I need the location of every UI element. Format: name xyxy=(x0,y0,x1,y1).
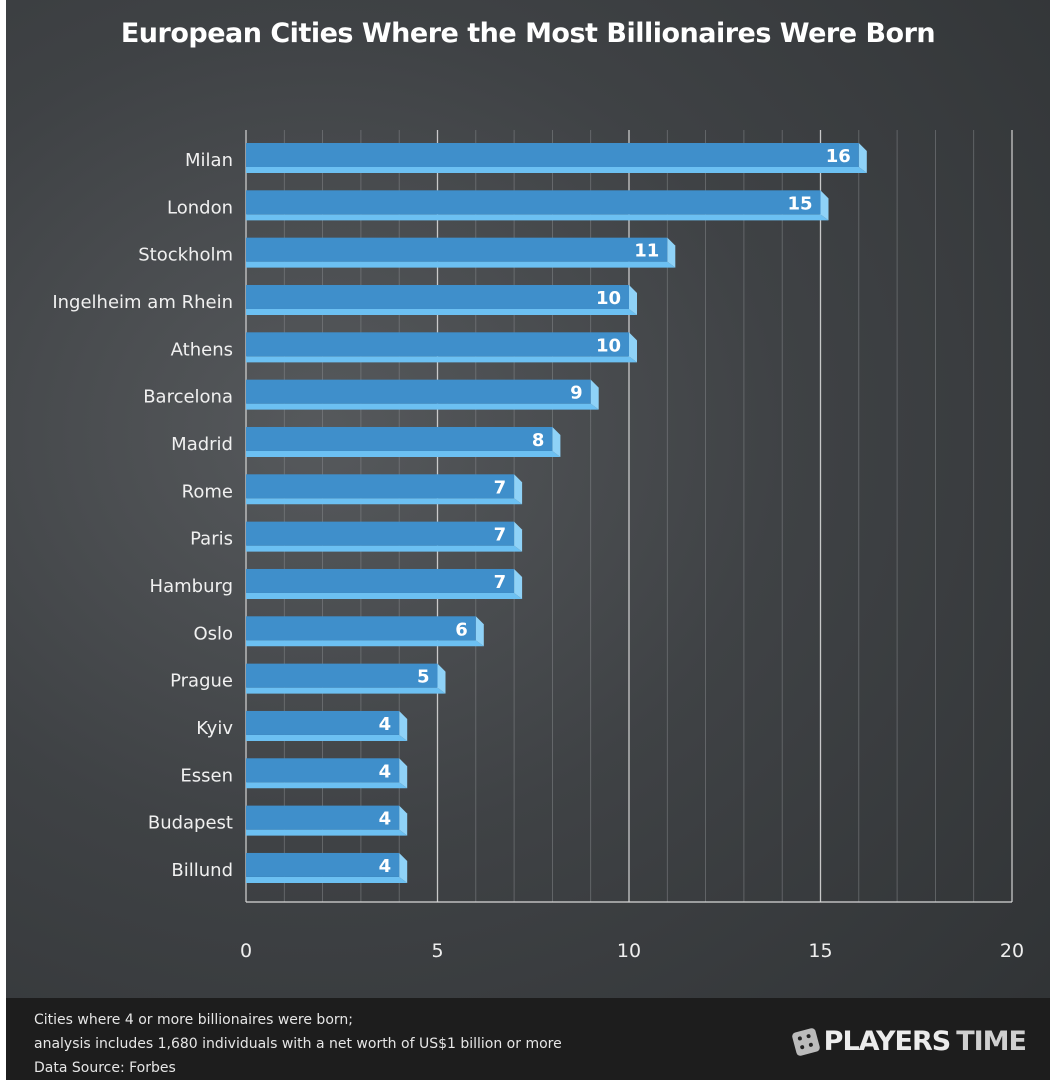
bar xyxy=(246,805,400,830)
category-label: Billund xyxy=(171,860,233,881)
bar xyxy=(246,568,515,593)
category-label: London xyxy=(167,197,233,218)
bar-bottom-face xyxy=(246,261,676,268)
category-label: Milan xyxy=(185,150,233,171)
category-label: Oslo xyxy=(193,623,233,644)
bar-side-face xyxy=(820,190,829,221)
brand-light: TIME xyxy=(956,1026,1027,1057)
category-label: Paris xyxy=(190,529,233,550)
data-label: 7 xyxy=(494,525,507,546)
brand-bold: PLAYERS xyxy=(823,1026,952,1057)
bar-bottom-face xyxy=(246,356,637,363)
bar-side-face xyxy=(475,616,484,647)
data-label: 4 xyxy=(379,761,392,782)
data-label: 4 xyxy=(379,714,392,735)
bar-bottom-face xyxy=(246,734,408,741)
data-label: 4 xyxy=(379,809,392,830)
category-label: Madrid xyxy=(171,434,233,455)
data-label: 16 xyxy=(826,146,851,167)
data-source: Data Source: Forbes xyxy=(34,1060,176,1076)
footer-note-1: Cities where 4 or more billionaires were… xyxy=(34,1012,353,1028)
category-label: Budapest xyxy=(148,813,233,834)
bar-bottom-face xyxy=(246,876,408,883)
bar-bottom-face xyxy=(246,687,446,694)
bar-bottom-face xyxy=(246,545,523,552)
bar-bottom-face xyxy=(246,450,561,457)
data-label: 6 xyxy=(455,619,468,640)
x-tick-label: 20 xyxy=(1000,940,1024,962)
chart-background xyxy=(6,0,1050,1080)
bar xyxy=(246,379,591,404)
bar-side-face xyxy=(629,284,637,315)
brand-logo: PLAYERS TIME xyxy=(790,1026,1027,1057)
bar xyxy=(246,521,515,546)
category-label: Rome xyxy=(182,481,233,502)
bar xyxy=(246,332,629,357)
bar-bottom-face xyxy=(246,592,523,599)
bar-side-face xyxy=(514,568,523,599)
bar-bottom-face xyxy=(246,829,408,836)
x-tick-label: 15 xyxy=(808,940,832,962)
bar xyxy=(246,663,438,688)
data-label: 7 xyxy=(494,477,507,498)
bar-side-face xyxy=(514,474,523,505)
bar xyxy=(246,710,400,735)
category-label: Athens xyxy=(171,339,233,360)
category-label: Barcelona xyxy=(143,387,233,408)
bar-side-face xyxy=(667,237,676,268)
bar-bottom-face xyxy=(246,403,599,410)
bar-side-face xyxy=(858,143,867,173)
bar-side-face xyxy=(399,710,408,741)
bar xyxy=(246,237,668,262)
footer: Cities where 4 or more billionaires were… xyxy=(6,998,1050,1080)
bar xyxy=(246,616,476,641)
bar-bottom-face xyxy=(246,167,867,173)
category-label: Kyiv xyxy=(196,718,233,739)
bar-side-face xyxy=(399,805,408,836)
bar-side-face xyxy=(514,521,523,552)
category-label: Ingelheim am Rhein xyxy=(52,292,233,313)
data-label: 8 xyxy=(532,430,545,451)
bar-bottom-face xyxy=(246,214,829,221)
bar-bottom-face xyxy=(246,308,637,315)
x-tick-label: 10 xyxy=(617,940,641,962)
bar-side-face xyxy=(590,379,599,410)
data-label: 7 xyxy=(494,572,507,593)
data-label: 10 xyxy=(596,288,621,309)
category-label: Prague xyxy=(170,671,233,692)
bar xyxy=(246,426,553,451)
bar-side-face xyxy=(437,663,446,694)
data-label: 4 xyxy=(379,856,392,877)
chart-title: European Cities Where the Most Billionai… xyxy=(120,18,936,49)
bar-side-face xyxy=(552,426,561,457)
category-label: Hamburg xyxy=(150,576,233,597)
bar-chart: 0 5 10 15 20 Milan 16 London 15 Stockholm 11 Ingelh… xyxy=(52,130,1024,962)
bar-side-face xyxy=(399,852,408,883)
bar xyxy=(246,284,629,309)
data-label: 15 xyxy=(787,193,812,214)
x-tick-label: 0 xyxy=(240,940,252,962)
dice-icon xyxy=(790,1026,821,1057)
data-label: 5 xyxy=(417,667,430,688)
bar-bottom-face xyxy=(246,640,484,647)
bar xyxy=(246,143,859,167)
category-label: Stockholm xyxy=(138,245,233,266)
data-label: 10 xyxy=(596,335,621,356)
bar-bottom-face xyxy=(246,782,408,789)
bar xyxy=(246,474,515,499)
category-label: Essen xyxy=(180,765,233,786)
bar xyxy=(246,852,400,877)
data-label: 9 xyxy=(570,383,583,404)
footer-note-2: analysis includes 1,680 individuals with… xyxy=(34,1036,562,1052)
x-tick-label: 5 xyxy=(431,940,443,962)
data-label: 11 xyxy=(634,241,659,262)
bar-side-face xyxy=(629,332,637,363)
bar-side-face xyxy=(399,758,408,789)
bar xyxy=(246,190,821,215)
bar xyxy=(246,758,400,783)
bar-bottom-face xyxy=(246,498,523,505)
